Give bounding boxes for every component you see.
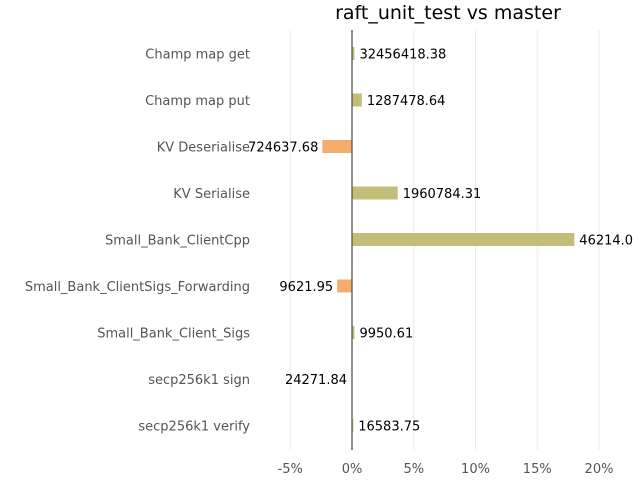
value-label: 9621.95	[279, 280, 333, 295]
bar	[352, 186, 398, 200]
category-labels: Champ map get Champ map put KV Deserialise…	[25, 48, 250, 435]
x-tick-label: 10%	[461, 462, 490, 477]
category-label: KV Deserialise	[157, 141, 250, 156]
category-label: Small_Bank_Client_Sigs	[97, 327, 250, 342]
category-label: Small_Bank_ClientCpp	[105, 234, 250, 249]
x-tick-label: 0%	[342, 462, 363, 477]
x-tick-label: 20%	[585, 462, 614, 477]
category-label: KV Serialise	[173, 187, 250, 202]
value-label: 16583.75	[358, 420, 420, 435]
value-label: 46214.0	[579, 234, 633, 249]
value-labels: 32456418.38 1287478.64 724637.68 1960784.31…	[248, 48, 633, 435]
bar	[352, 47, 355, 60]
x-tick-labels: -5% 0% 5% 10% 15% 20%	[278, 462, 614, 477]
bar	[337, 279, 352, 293]
value-label: 32456418.38	[359, 48, 446, 63]
category-label: secp256k1 verify	[138, 420, 250, 435]
value-label: 724637.68	[248, 141, 318, 156]
category-label: Champ map get	[145, 48, 250, 63]
value-label: 1287478.64	[367, 94, 446, 109]
bar	[352, 93, 362, 107]
category-label: Small_Bank_ClientSigs_Forwarding	[25, 280, 250, 295]
chart-title: raft_unit_test vs master	[335, 2, 561, 24]
value-label: 9950.61	[359, 327, 413, 342]
x-tick-label: -5%	[278, 462, 303, 477]
bar	[352, 233, 575, 246]
category-label: Champ map put	[145, 94, 250, 109]
value-label: 24271.84	[285, 373, 347, 388]
x-tick-label: 5%	[403, 462, 424, 477]
category-label: secp256k1 sign	[148, 373, 250, 388]
bars	[322, 47, 575, 432]
x-tick-label: 15%	[523, 462, 552, 477]
bar	[322, 140, 352, 153]
value-label: 1960784.31	[403, 187, 482, 202]
bar	[352, 326, 355, 339]
